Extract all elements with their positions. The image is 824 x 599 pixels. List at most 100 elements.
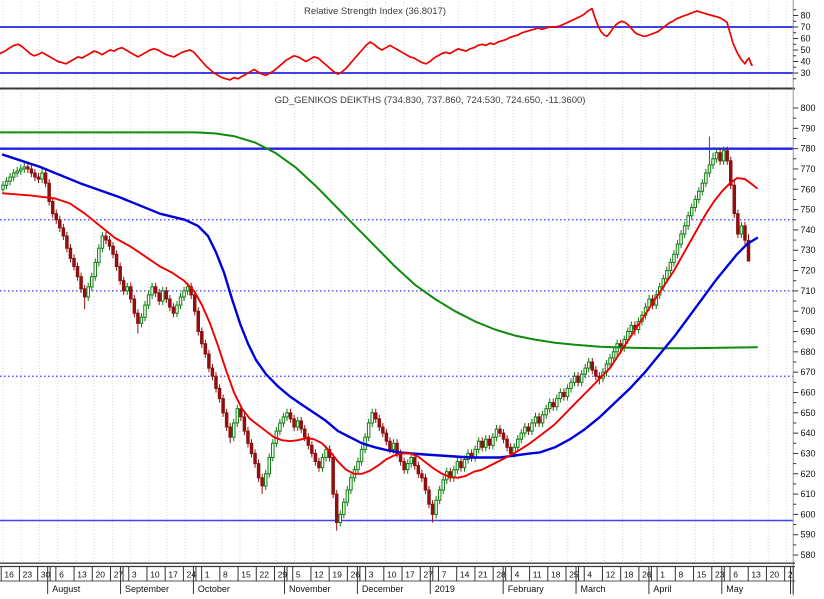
candle (271, 442, 275, 458)
month-label: December (362, 584, 404, 594)
candle (171, 306, 176, 314)
week-day-label: 17 (405, 570, 415, 580)
candle (11, 172, 16, 178)
week-day-label: 16 (4, 570, 14, 580)
week-day-label: 4 (587, 570, 592, 580)
candle (583, 367, 587, 375)
candle (416, 465, 421, 475)
candle (729, 160, 733, 186)
month-label: August (52, 584, 81, 594)
candle (192, 294, 197, 312)
candle (161, 290, 165, 302)
candle (196, 310, 200, 333)
candle (104, 235, 108, 241)
candle (281, 416, 286, 424)
month-label: 2019 (435, 584, 455, 594)
week-day-label: 22 (260, 570, 270, 580)
candle (395, 442, 399, 454)
candle (324, 448, 328, 458)
week-day-label: 1 (660, 570, 665, 580)
rsi-axis-label: 80 (801, 11, 811, 21)
candle (732, 184, 737, 215)
candle (178, 296, 183, 306)
candle (164, 290, 169, 300)
candle (256, 463, 261, 479)
rsi-panel (0, 7, 795, 90)
candle (498, 428, 502, 434)
candle (263, 473, 268, 487)
candle (547, 402, 552, 410)
candle (310, 444, 314, 454)
candle (739, 225, 744, 235)
candle (629, 324, 634, 332)
price-axis-label: 780 (801, 144, 816, 154)
price-axis-label: 660 (801, 387, 816, 397)
candle (139, 316, 144, 324)
candle (292, 418, 296, 428)
week-day-label: 18 (624, 570, 634, 580)
candle (437, 489, 442, 501)
week-day-label: 26 (351, 570, 361, 580)
candle (4, 180, 9, 186)
month-label: February (508, 584, 545, 594)
candle (331, 457, 335, 495)
candle (249, 442, 254, 454)
month-label: March (581, 584, 606, 594)
candle (540, 414, 545, 424)
price-axis-label: 710 (801, 286, 816, 296)
price-axis-label: 760 (801, 184, 816, 194)
price-axis-label: 600 (801, 509, 816, 519)
week-day-label: 25 (569, 570, 579, 580)
candle (434, 499, 438, 515)
week-day-label: 7 (442, 570, 447, 580)
candle (97, 247, 101, 263)
bottom-date-axis[interactable]: 16 23 30 6 13 20 27 3 10 17 24 1 8 15 22 29 5 12 19 26 3 10 17… (0, 562, 795, 594)
week-day-label: 15 (697, 570, 707, 580)
candle (473, 448, 477, 458)
candle (359, 448, 364, 463)
week-day-label: 11 (533, 570, 542, 580)
week-day-label: 23 (715, 570, 725, 580)
candle (555, 398, 559, 408)
candle (36, 176, 41, 180)
week-day-label: 6 (59, 570, 64, 580)
candle (505, 438, 509, 448)
candle (338, 513, 342, 524)
candle (68, 247, 73, 259)
candle (107, 239, 112, 247)
candle (377, 418, 382, 428)
candle (114, 253, 119, 268)
candle (579, 373, 584, 383)
week-day-label: 8 (223, 570, 228, 580)
price-axis-label: 670 (801, 367, 816, 377)
candle (239, 408, 243, 418)
candle (704, 172, 708, 184)
rsi-axis-label: 50 (801, 45, 811, 55)
week-day-label: 27 (114, 570, 124, 580)
week-day-label: 6 (733, 570, 738, 580)
ma-red-line (2, 177, 758, 479)
candle (526, 426, 531, 432)
candle (356, 461, 360, 471)
candle (207, 353, 211, 369)
candle (686, 215, 690, 227)
candle (260, 477, 264, 487)
week-day-label: 1 (205, 570, 210, 580)
candle (611, 351, 616, 359)
candle (558, 392, 563, 400)
candle (136, 312, 140, 324)
price-axis-label: 720 (801, 266, 816, 276)
candle (342, 501, 346, 515)
candle (693, 198, 697, 208)
candle (22, 166, 27, 170)
candle (217, 387, 222, 400)
candle (157, 292, 161, 302)
price-axis-label: 610 (801, 489, 816, 499)
candle (501, 432, 506, 440)
candle (306, 436, 311, 446)
week-day-label: 12 (314, 570, 324, 580)
candle (75, 266, 80, 278)
candle (26, 166, 30, 170)
price-axis-label: 730 (801, 245, 816, 255)
